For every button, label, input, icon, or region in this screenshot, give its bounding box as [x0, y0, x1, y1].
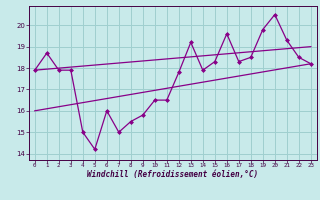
X-axis label: Windchill (Refroidissement éolien,°C): Windchill (Refroidissement éolien,°C)	[87, 170, 258, 179]
